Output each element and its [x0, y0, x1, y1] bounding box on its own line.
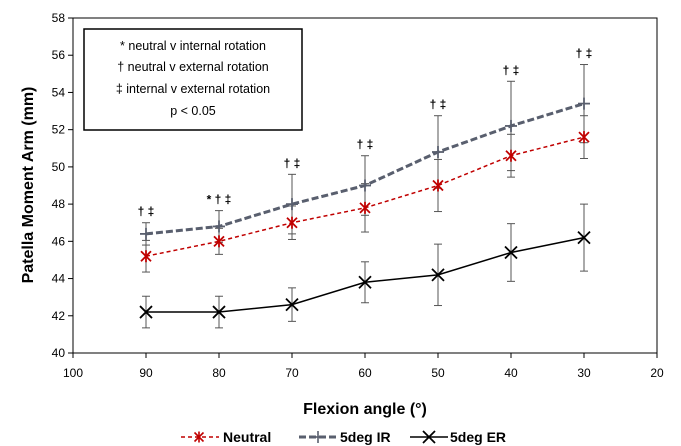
- annotation-line: † neutral v external rotation: [117, 60, 269, 74]
- data-point-5deg-ir: [359, 179, 371, 192]
- data-point-5deg-ir: [213, 220, 225, 233]
- series-group: [139, 97, 591, 319]
- legend-item-5deg-ir: 5deg IR: [299, 429, 391, 445]
- x-tick-label: 100: [63, 366, 83, 380]
- x-axis: 100 90 80 70 60 50 40 30 20: [63, 353, 664, 380]
- legend-marker-neutral: [193, 431, 205, 443]
- y-axis-label: Patella Moment Arm (mm): [20, 87, 37, 284]
- significance-label: † ‡: [503, 63, 520, 77]
- significance-label: † ‡: [357, 138, 374, 152]
- data-point-neutral: [432, 179, 444, 192]
- y-tick-label: 48: [52, 197, 66, 211]
- y-tick-label: 40: [52, 346, 66, 360]
- legend: Neutral 5deg IR 5deg ER: [181, 429, 506, 445]
- legend-marker-5deg-er: [422, 430, 436, 444]
- significance-label: * † ‡: [207, 193, 232, 207]
- data-point-neutral: [140, 250, 152, 263]
- y-tick-label: 54: [52, 85, 66, 99]
- data-point-5deg-er: [504, 245, 518, 260]
- significance-label: † ‡: [284, 156, 301, 170]
- data-point-neutral: [505, 149, 517, 162]
- significance-label: † ‡: [430, 98, 447, 112]
- y-tick-label: 44: [52, 272, 66, 286]
- x-tick-label: 30: [577, 366, 591, 380]
- x-tick-label: 20: [650, 366, 664, 380]
- data-point-5deg-er: [358, 275, 372, 289]
- y-tick-label: 46: [52, 234, 66, 248]
- legend-label-5deg-er: 5deg ER: [450, 429, 506, 445]
- data-point-5deg-er: [139, 305, 153, 319]
- annotation-line: p < 0.05: [170, 104, 216, 118]
- data-point-5deg-ir: [578, 97, 590, 110]
- y-tick-label: 50: [52, 160, 66, 174]
- y-axis: 40 42 44 46 48 50 52 54 56 58: [52, 11, 73, 360]
- significance-labels: † ‡ * † ‡ † ‡ † ‡ † ‡ † ‡ † ‡: [138, 47, 593, 219]
- legend-label-5deg-ir: 5deg IR: [340, 429, 391, 445]
- y-tick-label: 42: [52, 309, 66, 323]
- data-point-5deg-ir: [286, 198, 298, 211]
- legend-item-neutral: Neutral: [181, 429, 271, 445]
- x-tick-label: 40: [504, 366, 518, 380]
- data-point-5deg-er: [431, 268, 445, 282]
- significance-label: † ‡: [138, 205, 155, 219]
- x-tick-label: 80: [212, 366, 226, 380]
- data-point-5deg-er: [212, 305, 226, 319]
- annotation-line: * neutral v internal rotation: [120, 39, 266, 53]
- data-point-5deg-er: [577, 230, 591, 245]
- y-tick-label: 56: [52, 48, 66, 62]
- legend-label-neutral: Neutral: [223, 429, 271, 445]
- legend-marker-5deg-ir: [312, 431, 324, 443]
- data-point-5deg-ir: [140, 227, 152, 240]
- data-point-neutral: [359, 201, 371, 214]
- y-tick-label: 58: [52, 11, 66, 25]
- x-tick-label: 70: [285, 366, 299, 380]
- data-point-neutral: [286, 216, 298, 229]
- data-point-5deg-er: [285, 297, 299, 312]
- data-point-5deg-ir: [432, 146, 444, 158]
- data-point-neutral: [213, 235, 225, 248]
- x-tick-label: 90: [139, 366, 153, 380]
- annotation-box: * neutral v internal rotation † neutral …: [83, 28, 303, 131]
- annotation-line: ‡ internal v external rotation: [116, 82, 270, 96]
- annotation-box-frame: [83, 28, 303, 131]
- data-point-5deg-ir: [505, 119, 517, 132]
- x-axis-label: Flexion angle (°): [303, 401, 427, 418]
- x-tick-label: 60: [358, 366, 372, 380]
- legend-item-5deg-er: 5deg ER: [410, 429, 506, 445]
- x-tick-label: 50: [431, 366, 445, 380]
- data-point-neutral: [578, 131, 590, 144]
- significance-label: † ‡: [576, 47, 593, 61]
- y-tick-label: 52: [52, 123, 66, 137]
